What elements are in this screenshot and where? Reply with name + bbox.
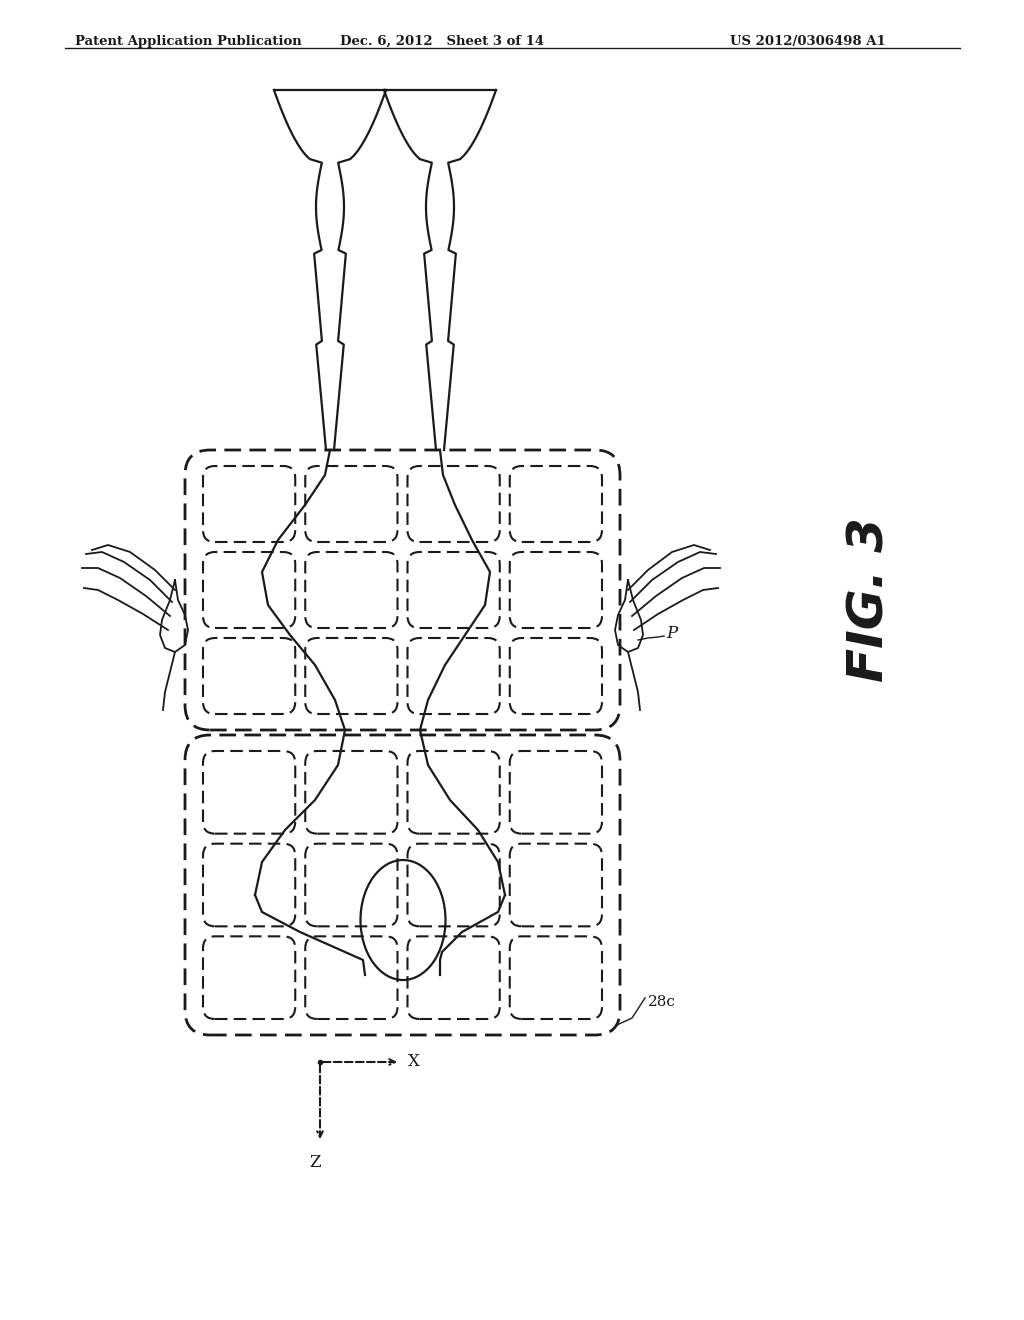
Text: X: X: [408, 1053, 420, 1071]
Text: FIG. 3: FIG. 3: [846, 517, 894, 682]
Text: 28c: 28c: [648, 995, 676, 1008]
Text: Dec. 6, 2012   Sheet 3 of 14: Dec. 6, 2012 Sheet 3 of 14: [340, 36, 544, 48]
Text: P: P: [666, 626, 677, 643]
Text: US 2012/0306498 A1: US 2012/0306498 A1: [730, 36, 886, 48]
Text: Patent Application Publication: Patent Application Publication: [75, 36, 302, 48]
Text: Z: Z: [309, 1154, 321, 1171]
